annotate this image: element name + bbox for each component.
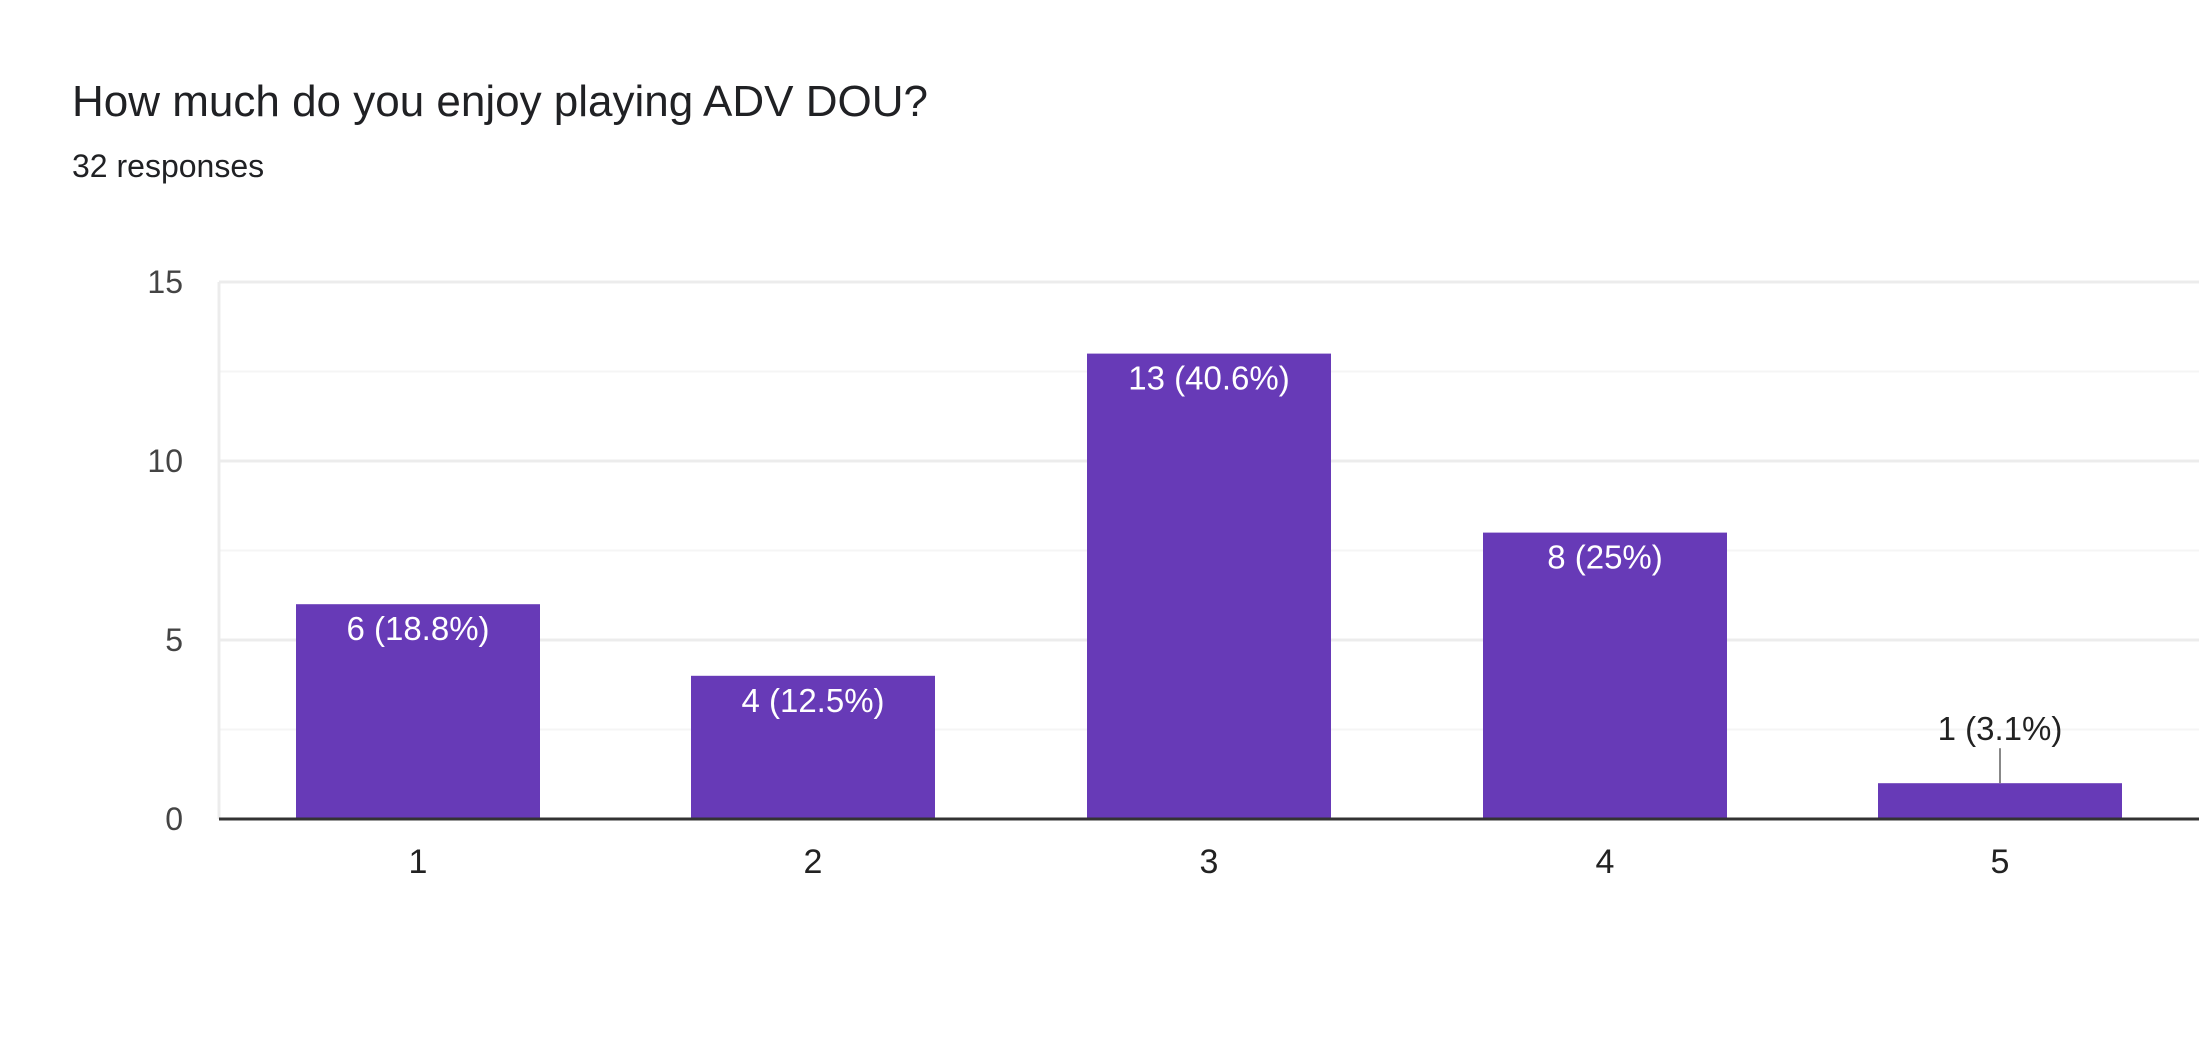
data-label: 1 (3.1%) <box>1938 710 2063 747</box>
y-tick-label: 10 <box>147 443 183 479</box>
x-tick-label: 4 <box>1596 843 1615 881</box>
bar-1[interactable] <box>296 604 540 819</box>
response-count: 32 responses <box>72 148 265 184</box>
data-label: 6 (18.8%) <box>346 610 489 647</box>
y-axis-ticks: 0 5 10 15 <box>147 264 183 837</box>
x-tick-label: 5 <box>1991 843 2010 881</box>
y-tick-label: 5 <box>165 622 183 658</box>
x-axis-ticks: 1 2 3 4 5 <box>219 817 2199 881</box>
bars <box>296 353 2122 819</box>
bar-2[interactable] <box>691 675 935 819</box>
data-labels: 6 (18.8%) 4 (12.5%) 13 (40.6%) 8 (25%) 1 (3.… <box>346 360 2062 784</box>
chart-header: How much do you enjoy playing ADV DOU? 3… <box>72 70 928 188</box>
x-tick-label: 3 <box>1200 843 1219 881</box>
bar-5[interactable] <box>1878 783 2122 819</box>
y-tick-label: 15 <box>147 264 183 300</box>
x-tick-label: 1 <box>409 843 428 881</box>
data-label: 8 (25%) <box>1547 539 1663 576</box>
bar-3[interactable] <box>1087 353 1331 819</box>
y-tick-label: 0 <box>165 801 183 837</box>
data-label: 13 (40.6%) <box>1128 360 1289 397</box>
chart-title: How much do you enjoy playing ADV DOU? <box>72 77 928 126</box>
data-label: 4 (12.5%) <box>741 682 884 719</box>
x-tick-label: 2 <box>804 843 823 881</box>
bar-4[interactable] <box>1483 532 1727 819</box>
